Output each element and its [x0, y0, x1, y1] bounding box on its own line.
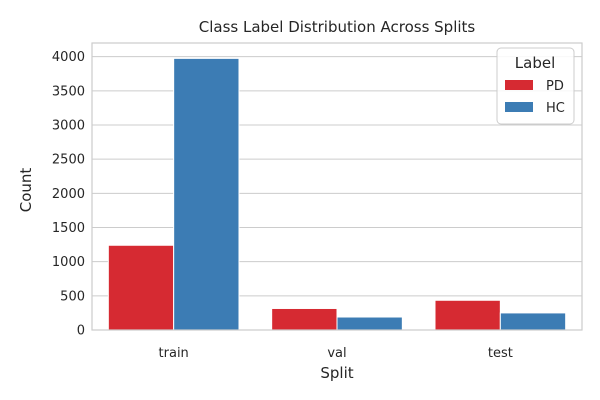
bars: [107, 57, 567, 331]
y-tick-label: 2000: [52, 187, 85, 202]
bar-pd-val: [271, 307, 338, 331]
legend-swatch-pd: [505, 80, 533, 90]
x-tick-label: train: [159, 346, 189, 361]
y-tick-label: 500: [60, 289, 85, 304]
bar-pd-train: [107, 244, 175, 331]
y-tick-label: 1000: [52, 255, 85, 270]
x-axis-title: Split: [320, 364, 353, 382]
bar-hc-val: [336, 316, 403, 331]
x-tick-label: val: [327, 346, 346, 361]
legend: Label PD HC: [496, 47, 575, 125]
plot-frame: [91, 42, 583, 331]
y-axis-title: Count: [17, 168, 35, 213]
legend-label-pd: PD: [546, 79, 564, 94]
bar-hc-test: [499, 312, 567, 331]
x-tick-labels: train val test: [159, 346, 513, 361]
y-tick-label: 2500: [52, 153, 85, 168]
legend-swatch-hc: [505, 102, 533, 112]
chart-title: Class Label Distribution Across Splits: [199, 18, 476, 36]
legend-label-hc: HC: [546, 101, 565, 116]
y-tick-label: 4000: [52, 50, 85, 65]
y-tick-label: 0: [77, 324, 85, 339]
legend-title: Label: [515, 54, 555, 72]
x-tick-label: test: [488, 346, 513, 361]
bar-hc-train: [173, 57, 240, 331]
y-tick-labels: 0 500 1000 1500 2000 2500 3000 3500 4000: [52, 50, 85, 338]
y-tick-label: 3000: [52, 119, 85, 134]
y-tick-label: 3500: [52, 84, 85, 99]
y-tick-label: 1500: [52, 221, 85, 236]
bar-pd-test: [434, 299, 501, 331]
